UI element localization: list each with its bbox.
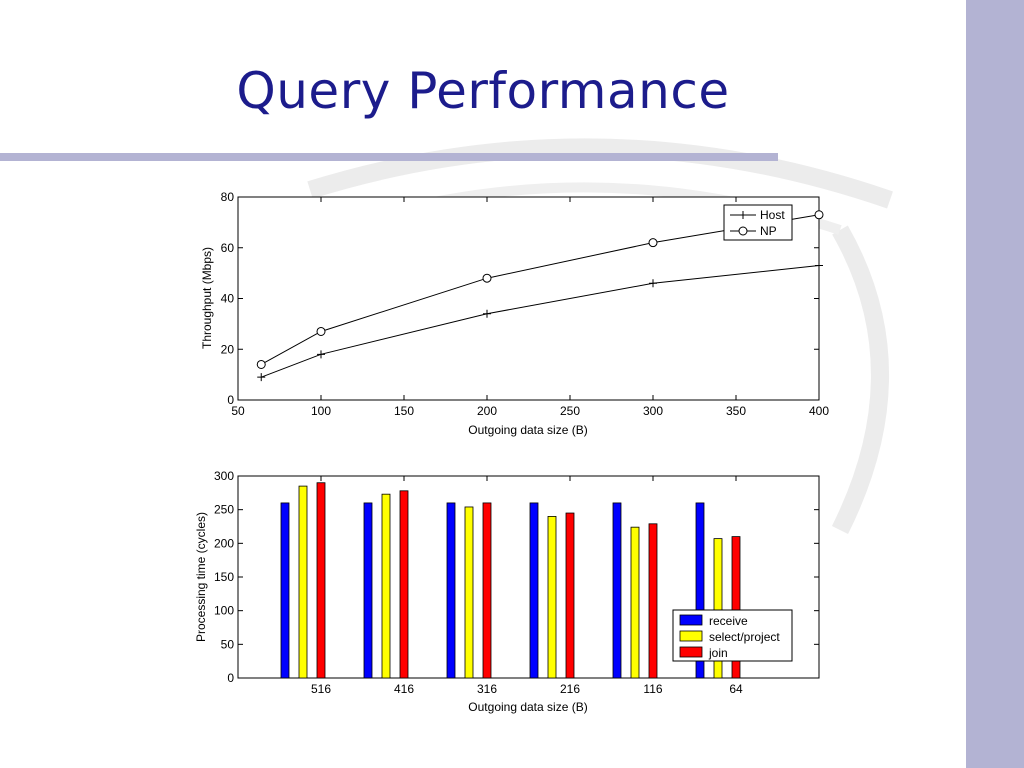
bar-y-tick-label: 100	[214, 604, 234, 618]
point-host	[483, 309, 491, 318]
line-y-tick-label: 60	[221, 241, 235, 255]
line-x-tick-label: 150	[394, 404, 414, 418]
line-x-tick-label: 200	[477, 404, 497, 418]
bar-x-tick-label: 116	[643, 682, 662, 696]
bar-y-tick-label: 250	[214, 503, 234, 517]
processing-time-chart: 0 50 100 150 200 250 300 516 416 316 216 116 64 Outg…	[194, 469, 820, 714]
legend-np-label: NP	[760, 224, 777, 238]
line-axis-ticks: 50 100 150 200 250 300 350 400 0 20 40 60 80	[221, 190, 830, 418]
line-x-tick-label: 50	[231, 404, 245, 418]
point-host	[649, 279, 657, 288]
bar-select-project	[298, 485, 308, 679]
line-y-tick-label: 40	[221, 292, 235, 306]
bar-y-tick-label: 0	[227, 671, 234, 685]
bar-select-project	[464, 506, 474, 679]
right-decorative-band	[966, 0, 1024, 768]
page-title: Query Performance	[236, 62, 730, 120]
line-legend: Host NP	[723, 204, 793, 241]
bar-join	[565, 512, 575, 679]
point-np	[256, 359, 266, 369]
legend-host-label: Host	[760, 208, 785, 222]
point-np	[482, 273, 492, 283]
legend-select-project-label: select/project	[709, 630, 780, 644]
line-y-axis-label: Throughput (Mbps)	[200, 247, 214, 349]
line-y-tick-label: 20	[221, 342, 235, 356]
point-np	[814, 210, 824, 220]
bar-x-tick-label: 416	[394, 682, 414, 696]
line-legend-box	[723, 204, 793, 241]
bar-series-group	[280, 482, 741, 679]
point-host	[257, 373, 266, 382]
line-x-tick-label: 300	[643, 404, 663, 418]
bar-x-tick-label: 64	[729, 682, 743, 696]
bar-x-tick-label: 316	[477, 682, 497, 696]
line-x-axis-label: Outgoing data size (B)	[468, 423, 587, 437]
bar-receive	[529, 502, 539, 679]
legend-host-plus-icon	[739, 211, 747, 219]
bar-x-axis-label: Outgoing data size (B)	[468, 700, 587, 714]
bar-y-tick-label: 200	[214, 536, 234, 550]
legend-np-circle-icon	[738, 226, 748, 236]
bar-join	[731, 536, 741, 679]
bar-legend: receive select/project join	[672, 609, 793, 662]
bar-axis-ticks: 0 50 100 150 200 250 300 516 416 316 216 116 64	[214, 469, 819, 696]
bar-y-tick-label: 300	[214, 469, 234, 483]
legend-select-project-swatch	[679, 630, 703, 642]
bar-join	[316, 482, 326, 679]
line-x-tick-label: 100	[311, 404, 331, 418]
bar-receive	[280, 502, 290, 679]
line-x-tick-label: 350	[726, 404, 746, 418]
point-host	[815, 261, 823, 270]
point-np	[316, 326, 326, 336]
point-host	[317, 350, 325, 359]
line-x-tick-label: 400	[809, 404, 829, 418]
bar-receive	[612, 502, 622, 679]
bar-join	[482, 502, 492, 679]
bar-join	[399, 490, 409, 679]
bar-select-project	[547, 516, 557, 679]
title-underline	[0, 153, 778, 161]
line-x-tick-label: 250	[560, 404, 580, 418]
throughput-chart: 50 100 150 200 250 300 350 400 0 20 40 60 80 Outgoin…	[200, 190, 829, 437]
point-np	[648, 238, 658, 248]
bar-receive	[695, 502, 705, 679]
legend-receive-swatch	[679, 614, 703, 626]
bar-y-tick-label: 50	[221, 637, 235, 651]
bar-receive	[446, 502, 456, 679]
bar-y-axis-label: Processing time (cycles)	[194, 512, 208, 642]
line-series-group	[256, 210, 824, 382]
line-y-tick-label: 0	[227, 393, 234, 407]
legend-join-label: join	[708, 646, 728, 660]
bar-select-project	[630, 526, 640, 679]
bar-x-tick-label: 516	[311, 682, 331, 696]
bar-join	[648, 523, 658, 679]
legend-join-swatch	[679, 646, 703, 658]
bar-x-tick-label: 216	[560, 682, 580, 696]
line-y-tick-label: 80	[221, 190, 235, 204]
bar-select-project	[381, 493, 391, 679]
bar-y-tick-label: 150	[214, 570, 234, 584]
bar-select-project	[713, 538, 723, 679]
legend-receive-label: receive	[709, 614, 748, 628]
bar-receive	[363, 502, 373, 679]
